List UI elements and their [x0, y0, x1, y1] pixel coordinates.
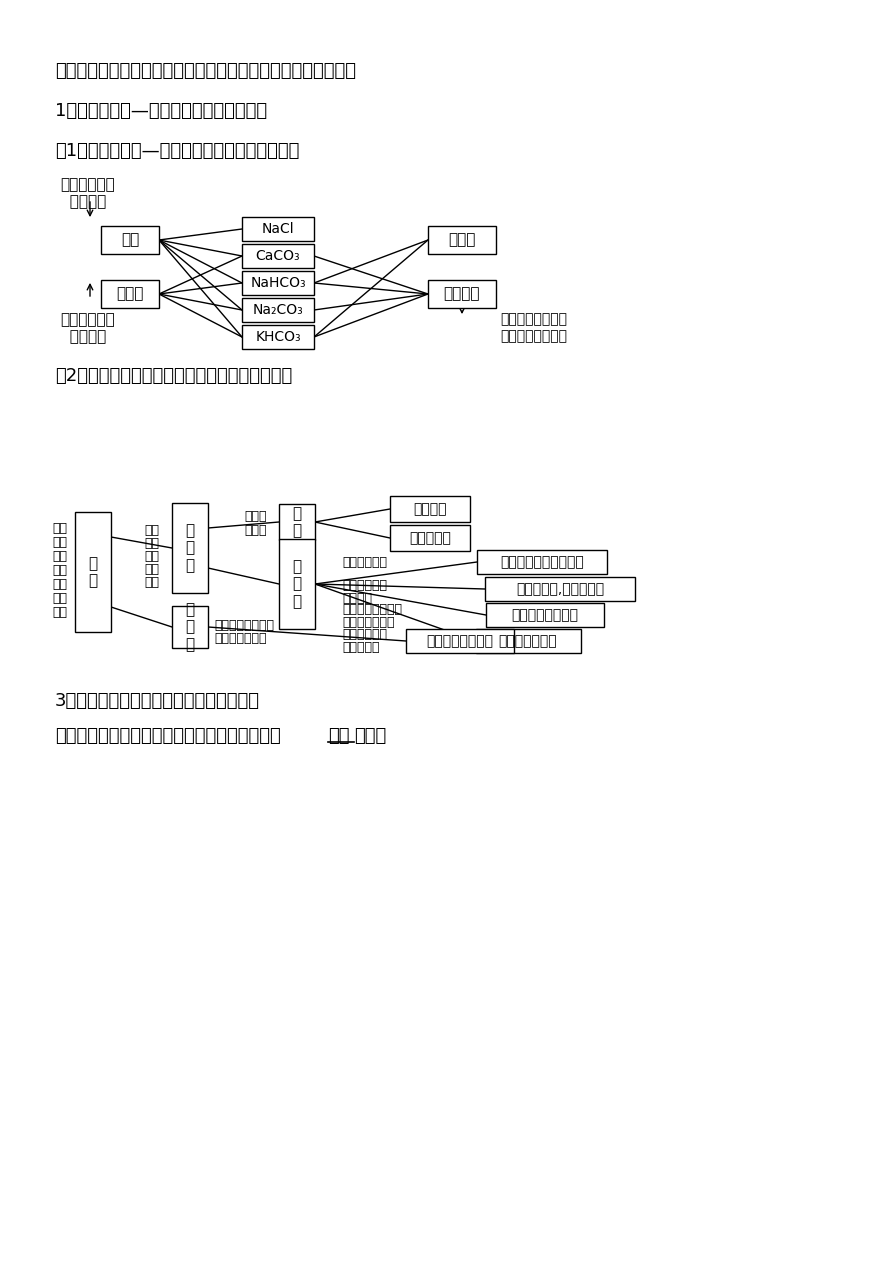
- FancyBboxPatch shape: [242, 217, 314, 241]
- Text: 电解质、非电解质: 电解质、非电解质: [511, 608, 579, 622]
- Text: 组成: 组成: [52, 606, 67, 618]
- Text: （分: （分: [52, 578, 67, 591]
- Text: 含氧酸盐: 含氧酸盐: [443, 286, 480, 302]
- Text: 3、树状分类法在无机化合物分类中的应用: 3、树状分类法在无机化合物分类中的应用: [55, 692, 260, 711]
- Text: 据酸根离子是否含: 据酸根离子是否含: [500, 312, 567, 326]
- Text: 钠盐: 钠盐: [121, 232, 139, 247]
- Text: 碳酸盐: 碳酸盐: [116, 286, 144, 302]
- Text: 有氧元素进行分类: 有氧元素进行分类: [500, 329, 567, 343]
- Text: 1、简单分类法—交叉分类法和树状分类法: 1、简单分类法—交叉分类法和树状分类法: [55, 102, 267, 120]
- Text: 否由: 否由: [52, 536, 67, 549]
- Text: 按在化学反应: 按在化学反应: [342, 628, 387, 641]
- Text: （1）交叉分类法—从不同角度对物质进行分类。: （1）交叉分类法—从不同角度对物质进行分类。: [55, 143, 300, 160]
- FancyBboxPatch shape: [75, 512, 111, 632]
- Text: 按是: 按是: [52, 522, 67, 535]
- Text: 素性质: 素性质: [244, 524, 267, 538]
- FancyBboxPatch shape: [242, 326, 314, 350]
- Text: 离子化合物,共价化合物: 离子化合物,共价化合物: [516, 582, 604, 596]
- FancyBboxPatch shape: [279, 504, 315, 540]
- Text: 纯
净
物: 纯 净 物: [186, 524, 194, 573]
- Text: 按化合物性质: 按化合物性质: [342, 557, 387, 569]
- Text: 按照元: 按照元: [244, 510, 267, 522]
- Text: 中得失电子: 中得失电子: [342, 641, 379, 654]
- Text: 微粒的直径大小: 微粒的直径大小: [214, 632, 267, 645]
- Text: 进行分类: 进行分类: [60, 194, 106, 209]
- Text: 按不同层次对物质进行逐级分类，各层之间属于: 按不同层次对物质进行逐级分类，各层之间属于: [55, 727, 281, 745]
- Text: 化
合
物: 化 合 物: [293, 559, 301, 608]
- FancyBboxPatch shape: [428, 280, 496, 308]
- Text: 按组: 按组: [144, 524, 159, 538]
- Text: 金属单质: 金属单质: [413, 502, 447, 516]
- Text: 成和结构: 成和结构: [342, 592, 372, 604]
- FancyBboxPatch shape: [172, 504, 208, 593]
- Text: 质的: 质的: [144, 550, 159, 563]
- Text: NaCl: NaCl: [261, 222, 294, 236]
- FancyBboxPatch shape: [428, 226, 496, 254]
- FancyBboxPatch shape: [101, 280, 159, 308]
- FancyBboxPatch shape: [242, 244, 314, 268]
- Text: 溶液、胶体、浊液: 溶液、胶体、浊液: [426, 634, 493, 647]
- Text: 物质: 物质: [52, 564, 67, 577]
- Text: 混
合
物: 混 合 物: [186, 602, 194, 652]
- Text: 物
质: 物 质: [88, 555, 97, 588]
- Text: 氧化剂、还原剂: 氧化剂、还原剂: [499, 634, 558, 647]
- Text: 酸、碱、盐、氧化物等: 酸、碱、盐、氧化物等: [500, 555, 584, 569]
- FancyBboxPatch shape: [390, 525, 470, 551]
- FancyBboxPatch shape: [172, 606, 208, 647]
- Text: NaHCO₃: NaHCO₃: [250, 276, 306, 290]
- FancyBboxPatch shape: [242, 298, 314, 322]
- Text: 关系。: 关系。: [354, 727, 386, 745]
- Text: 包含: 包含: [328, 727, 350, 745]
- Text: 成物: 成物: [144, 538, 159, 550]
- Text: 酸式盐: 酸式盐: [449, 232, 475, 247]
- Text: 状态下是否导电: 状态下是否导电: [342, 616, 394, 628]
- Text: 据金属阳离子: 据金属阳离子: [60, 177, 115, 192]
- Text: 非金属单质: 非金属单质: [409, 531, 451, 545]
- Text: KHCO₃: KHCO₃: [255, 329, 301, 345]
- Text: 同种: 同种: [52, 550, 67, 563]
- Text: 据酸根阴离子: 据酸根阴离子: [60, 312, 115, 327]
- FancyBboxPatch shape: [486, 603, 604, 627]
- FancyBboxPatch shape: [279, 539, 315, 628]
- FancyBboxPatch shape: [406, 628, 514, 652]
- Text: CaCO₃: CaCO₃: [256, 249, 301, 262]
- FancyBboxPatch shape: [390, 496, 470, 522]
- Text: 元素: 元素: [144, 563, 159, 575]
- Text: 根据物质的组成，可以从不同层次和不同角度对物质进行分类。: 根据物质的组成，可以从不同层次和不同角度对物质进行分类。: [55, 62, 356, 80]
- Text: 种类: 种类: [144, 575, 159, 589]
- Text: 按在水溶液或熔融: 按在水溶液或熔融: [342, 603, 402, 616]
- FancyBboxPatch shape: [475, 628, 581, 652]
- Text: （2）明确分类标准是对物质正确树状分类的关键: （2）明确分类标准是对物质正确树状分类的关键: [55, 367, 293, 385]
- Text: 按混合物中分散质: 按混合物中分散质: [214, 618, 274, 632]
- Text: 子）: 子）: [52, 592, 67, 604]
- FancyBboxPatch shape: [477, 550, 607, 574]
- Text: 按化合物的组: 按化合物的组: [342, 579, 387, 592]
- Text: 单
质: 单 质: [293, 506, 301, 538]
- FancyBboxPatch shape: [101, 226, 159, 254]
- FancyBboxPatch shape: [242, 271, 314, 295]
- FancyBboxPatch shape: [485, 577, 635, 601]
- Text: Na₂CO₃: Na₂CO₃: [252, 303, 303, 317]
- Text: 进行分类: 进行分类: [60, 329, 106, 345]
